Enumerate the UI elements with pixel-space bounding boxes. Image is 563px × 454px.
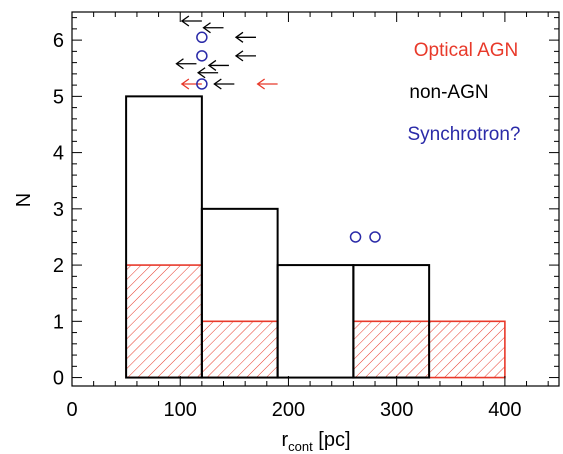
hatched-bar-optical-agn	[352, 320, 430, 379]
upper-limit-arrow	[175, 58, 197, 70]
y-tick-label: 5	[53, 86, 64, 108]
y-tick-label: 6	[53, 30, 64, 52]
x-axis-label-subscript: cont	[288, 439, 313, 454]
x-tick-label: 300	[380, 399, 413, 421]
x-axis-label-main: r	[281, 429, 288, 451]
synchrotron-marker	[196, 78, 208, 90]
x-tick-label: 100	[164, 399, 197, 421]
y-tick-label: 1	[53, 311, 64, 333]
x-tick-label: 0	[66, 399, 77, 421]
upper-limit-arrow	[180, 15, 202, 27]
outline-bar-non-agn	[352, 264, 431, 379]
upper-limit-arrow	[234, 31, 256, 43]
hatched-bar-optical-agn	[428, 320, 506, 379]
x-axis-label-unit: [pc]	[313, 429, 351, 451]
axes-layer: 0 100 200 300 400 0 1 2 3 4 5 6	[53, 11, 560, 421]
markers-layer	[175, 15, 381, 243]
synchrotron-marker	[196, 31, 208, 44]
synchrotron-marker	[196, 50, 208, 62]
upper-limit-arrow	[256, 78, 278, 90]
x-tick-label: 200	[272, 399, 305, 421]
y-tick-label: 0	[53, 368, 64, 390]
y-axis-label: N	[13, 193, 35, 207]
hatched-bar-optical-agn	[125, 264, 203, 379]
bars-layer	[125, 95, 506, 379]
upper-limit-arrow	[213, 78, 235, 90]
plot-frame	[71, 11, 560, 387]
x-axis-label: rcont [pc]	[281, 429, 350, 454]
y-tick-label: 2	[53, 255, 64, 277]
synchrotron-marker	[369, 231, 381, 243]
x-tick-label: 400	[488, 399, 521, 421]
y-tick-label: 4	[53, 143, 64, 165]
upper-limit-arrow	[202, 22, 224, 34]
legend-entry-non-agn: non-AGN	[409, 82, 488, 103]
outline-bar-non-agn	[276, 264, 355, 379]
upper-limit-arrow	[196, 67, 219, 79]
upper-limit-arrow	[234, 50, 256, 62]
upper-limit-arrow	[207, 59, 229, 71]
legend-entry-optical-agn: Optical AGN	[414, 40, 519, 61]
hatched-bar-optical-agn	[201, 320, 279, 379]
synchrotron-marker	[349, 231, 362, 243]
upper-limit-arrow	[180, 78, 202, 90]
legend: Optical AGN non-AGN Synchrotron?	[407, 40, 520, 145]
legend-entry-synchrotron: Synchrotron?	[407, 124, 520, 145]
y-tick-label: 3	[53, 199, 64, 221]
